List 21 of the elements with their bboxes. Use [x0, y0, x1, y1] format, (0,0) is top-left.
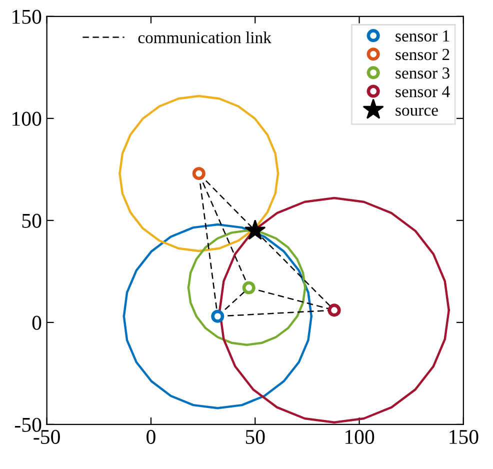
point: [211, 310, 224, 323]
point: [192, 166, 206, 180]
legend-label: communication link: [138, 32, 272, 44]
y-tick-label: 50: [22, 214, 42, 228]
point: [242, 281, 256, 294]
legend-label: sensor 4: [396, 86, 450, 98]
legend-label: sensor 3: [396, 67, 450, 79]
y-tick-label: 100: [12, 112, 42, 126]
y-tick-label: -50: [14, 418, 42, 432]
x-tick-label: 150: [450, 430, 478, 444]
point: [244, 220, 266, 240]
legend-label: sensor 1: [396, 30, 450, 42]
y-tick-label: 150: [12, 10, 42, 24]
y-tick-label: 0: [32, 316, 42, 330]
legend-label: sensor 2: [396, 48, 450, 60]
x-tick-label: 0: [146, 430, 156, 444]
x-tick-label: 50: [246, 430, 265, 444]
legend-label: source: [396, 108, 438, 116]
x-tick-label: 100: [345, 430, 374, 444]
x-tick-label: -50: [34, 430, 60, 444]
point: [328, 304, 341, 317]
